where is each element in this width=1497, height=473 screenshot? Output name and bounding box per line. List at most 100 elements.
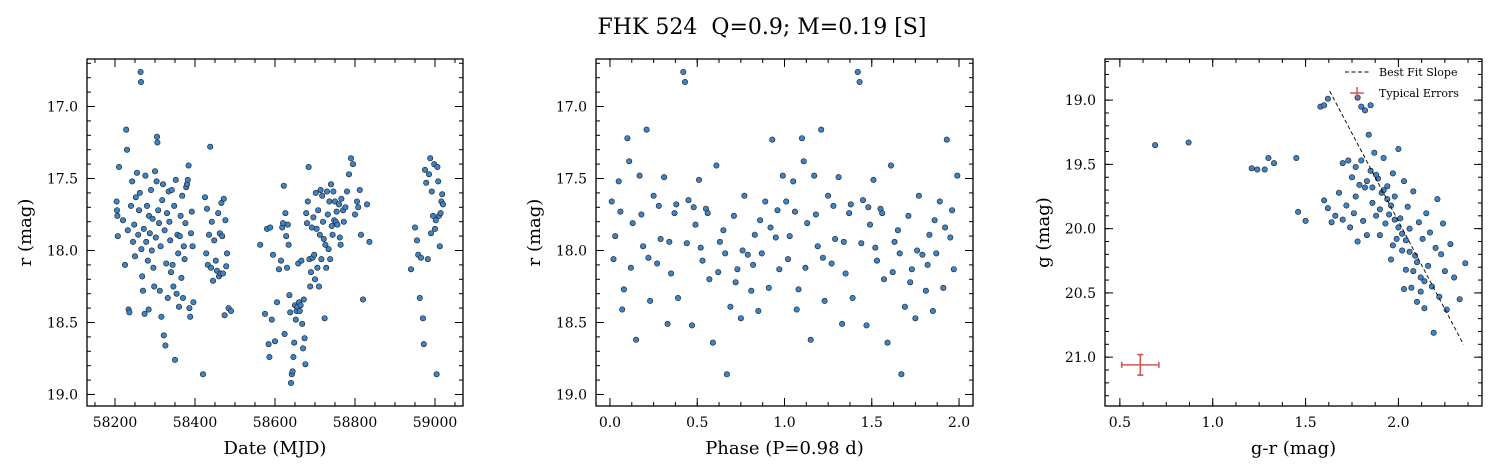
- data-point: [419, 315, 426, 322]
- data-point: [316, 231, 323, 238]
- data-point: [154, 139, 161, 146]
- data-point: [215, 210, 222, 217]
- data-point: [432, 217, 439, 224]
- x-tick-label: 0.5: [1109, 415, 1131, 431]
- lightcurve-panel: 58200 58400 58600 58800 59000 17.0 17.5 18.0 18.…: [15, 58, 464, 459]
- y-tick-label: 20.0: [1065, 222, 1096, 238]
- data-point: [131, 221, 138, 228]
- y-tick-label: 17.5: [47, 172, 78, 188]
- data-point: [297, 302, 304, 309]
- data-point: [1410, 188, 1417, 195]
- data-point: [124, 227, 131, 234]
- data-point: [873, 257, 880, 264]
- data-point: [429, 212, 436, 219]
- data-point: [723, 371, 730, 378]
- y-axis-label: r (mag): [524, 199, 545, 267]
- data-point: [137, 69, 144, 76]
- data-point: [1324, 205, 1331, 212]
- y-tick-label: 18.5: [47, 315, 78, 331]
- data-point: [366, 238, 373, 245]
- data-point: [620, 286, 627, 293]
- data-point: [162, 342, 169, 349]
- data-point: [157, 243, 164, 250]
- data-point: [627, 264, 634, 271]
- data-point: [854, 69, 861, 76]
- data-point: [342, 204, 349, 211]
- data-point: [173, 290, 180, 297]
- data-point: [643, 126, 650, 133]
- data-point: [116, 164, 123, 171]
- data-point: [1462, 260, 1469, 267]
- data-point: [1358, 157, 1365, 164]
- data-point: [1434, 196, 1441, 203]
- data-point: [141, 310, 148, 317]
- y-tick-label: 18.5: [556, 315, 587, 331]
- data-point: [172, 356, 179, 363]
- data-point: [148, 247, 155, 254]
- data-point: [1345, 157, 1352, 164]
- data-point: [1354, 238, 1361, 245]
- data-point: [222, 217, 229, 224]
- data-point: [211, 237, 218, 244]
- data-point: [1152, 142, 1159, 149]
- data-point: [1395, 224, 1402, 231]
- data-point: [413, 237, 420, 244]
- data-point: [697, 244, 704, 251]
- data-point: [1384, 183, 1391, 190]
- data-point: [1380, 155, 1387, 162]
- axes-frame: [595, 58, 974, 407]
- data-point: [842, 270, 849, 277]
- data-point: [224, 250, 231, 257]
- data-point: [300, 296, 307, 303]
- x-tick-label: 0.5: [686, 415, 708, 431]
- data-point: [750, 261, 757, 268]
- data-point: [1414, 298, 1421, 305]
- data-point: [145, 306, 152, 313]
- data-point: [319, 192, 326, 199]
- data-point: [280, 182, 287, 189]
- x-tick-label: 1.0: [1202, 415, 1224, 431]
- data-point: [181, 256, 188, 263]
- data-point: [905, 212, 912, 219]
- data-point: [313, 225, 320, 232]
- data-point: [180, 294, 187, 301]
- data-point: [208, 218, 215, 225]
- data-point: [619, 306, 626, 313]
- data-point: [437, 210, 444, 217]
- data-point: [783, 198, 790, 205]
- data-point: [811, 172, 818, 179]
- axes-frame: [86, 58, 464, 407]
- data-point: [779, 172, 786, 179]
- data-point: [695, 176, 702, 183]
- x-axis-label: g-r (mag): [1251, 438, 1336, 459]
- data-point: [113, 198, 120, 205]
- data-point: [275, 266, 282, 273]
- data-point: [428, 188, 435, 195]
- data-point: [1382, 220, 1389, 227]
- data-point: [281, 330, 288, 337]
- data-point: [290, 353, 297, 360]
- data-point: [1408, 284, 1415, 291]
- data-point: [312, 189, 319, 196]
- data-point: [166, 218, 173, 225]
- data-point: [296, 307, 303, 314]
- data-point: [828, 260, 835, 267]
- data-point: [152, 168, 159, 175]
- data-point: [926, 231, 933, 238]
- data-point: [1343, 202, 1350, 209]
- data-point: [431, 225, 438, 232]
- data-point: [421, 166, 428, 173]
- data-point: [161, 227, 168, 234]
- data-point: [950, 266, 957, 273]
- data-point: [283, 264, 290, 271]
- data-point: [150, 264, 157, 271]
- data-point: [846, 210, 853, 217]
- data-point: [812, 211, 819, 218]
- data-point: [1339, 160, 1346, 167]
- data-point: [915, 192, 922, 199]
- data-point: [126, 309, 133, 316]
- data-point: [176, 233, 183, 240]
- data-point: [311, 276, 318, 283]
- data-point: [135, 231, 142, 238]
